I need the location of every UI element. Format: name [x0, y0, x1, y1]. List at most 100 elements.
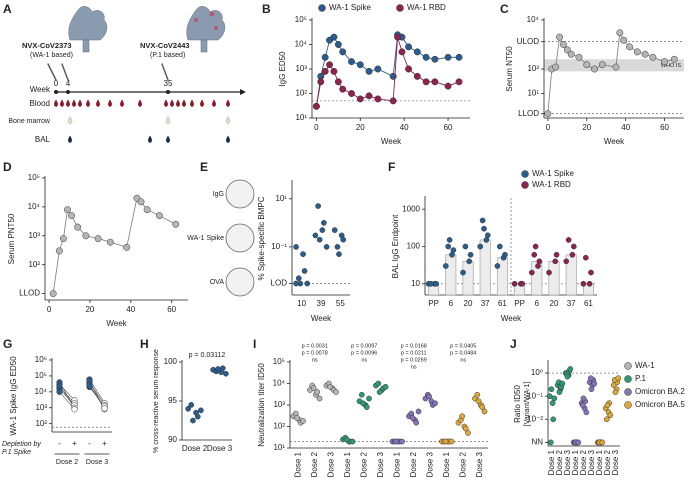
point	[300, 251, 306, 257]
point	[575, 53, 583, 61]
x-tick-label: 60	[660, 123, 669, 132]
y-tick-label: 90	[168, 435, 177, 444]
point	[570, 243, 577, 250]
point	[431, 55, 439, 63]
point	[588, 269, 594, 276]
x-tick-label: 20	[550, 299, 559, 308]
point	[172, 220, 180, 228]
annotation: p = 0.03112	[189, 352, 226, 359]
point	[315, 203, 321, 209]
point	[426, 393, 432, 400]
y-axis-label: Serum PNT50	[7, 213, 16, 264]
y-tick-label: 10³	[295, 64, 307, 73]
x-tick-label: 20	[582, 123, 591, 132]
point	[321, 220, 327, 226]
point	[360, 400, 366, 407]
annotation: ns	[361, 357, 367, 363]
annotation: p = 0.0211	[401, 350, 427, 356]
drop	[68, 135, 72, 143]
point	[405, 43, 413, 51]
point	[433, 280, 440, 287]
point	[450, 247, 457, 253]
y-tick-label: 10²	[527, 64, 539, 73]
drop	[190, 99, 194, 107]
point	[586, 280, 593, 287]
point	[358, 391, 365, 398]
point	[330, 67, 338, 75]
drop	[66, 99, 70, 107]
point	[198, 407, 204, 414]
y-tick-label: 10⁻¹	[271, 242, 287, 251]
x-tick-label: -	[88, 439, 91, 448]
point	[356, 61, 364, 69]
y-tick-label: 10²	[273, 422, 285, 431]
point	[553, 251, 560, 258]
drop	[148, 135, 152, 143]
point	[604, 402, 611, 409]
point	[106, 238, 114, 246]
point	[316, 395, 323, 402]
point	[494, 263, 501, 269]
point	[413, 48, 421, 56]
drop	[225, 116, 231, 125]
point	[304, 280, 311, 287]
timeline-label: Week	[30, 85, 51, 94]
point	[382, 383, 389, 390]
point	[56, 388, 63, 395]
point	[607, 412, 614, 419]
point	[481, 408, 488, 415]
point	[409, 415, 416, 421]
point	[528, 269, 535, 276]
x-tick-label: Dose 2	[359, 451, 368, 477]
point	[481, 225, 487, 232]
x-tick-label: Dose 2	[579, 449, 588, 475]
y-tick-label: 10²	[295, 89, 307, 98]
point	[321, 67, 329, 75]
point	[348, 90, 355, 97]
sample-drops	[54, 99, 231, 143]
legend-label: WA-1 RBD	[532, 180, 571, 189]
point	[185, 405, 191, 412]
drop	[60, 99, 64, 107]
drop	[164, 99, 168, 107]
point	[59, 235, 67, 243]
x-tick-label: Dose 3	[611, 449, 620, 475]
point	[431, 78, 439, 86]
point	[55, 247, 63, 255]
point	[319, 227, 326, 233]
y-tick-label: 95	[168, 396, 177, 405]
point	[603, 416, 610, 423]
x-tick-label: Dose 3	[425, 451, 434, 477]
x-tick-label: 40	[126, 305, 135, 314]
point	[455, 78, 463, 86]
point	[446, 237, 453, 243]
point	[547, 439, 554, 446]
point	[312, 102, 320, 110]
y-axis-label: Ratio ID50	[513, 385, 522, 423]
x-tick-label: 60	[167, 305, 176, 314]
y-axis-label: Neutralization titer ID50	[257, 363, 266, 447]
group-label: Dose 3	[86, 459, 108, 466]
bar	[445, 254, 457, 296]
point	[544, 110, 552, 118]
point	[460, 269, 466, 276]
x-tick-label: Dose 2	[409, 451, 418, 477]
point	[327, 383, 333, 390]
point	[442, 263, 449, 269]
drop	[96, 99, 100, 107]
point	[94, 235, 102, 243]
x-tick-label: Dose 3	[475, 451, 484, 477]
annotation: ns	[312, 357, 318, 363]
drop	[226, 135, 230, 143]
point	[587, 375, 594, 382]
point	[143, 206, 151, 214]
x-tick-label: +	[102, 439, 107, 448]
drop	[226, 99, 230, 107]
panel-label: D	[3, 160, 12, 174]
point	[661, 58, 669, 66]
point	[580, 395, 587, 402]
x-tick-label: 61	[584, 299, 593, 308]
y-tick-label: 10¹	[295, 113, 307, 122]
point	[462, 243, 469, 250]
x-tick-label: Dose 1	[442, 451, 451, 477]
